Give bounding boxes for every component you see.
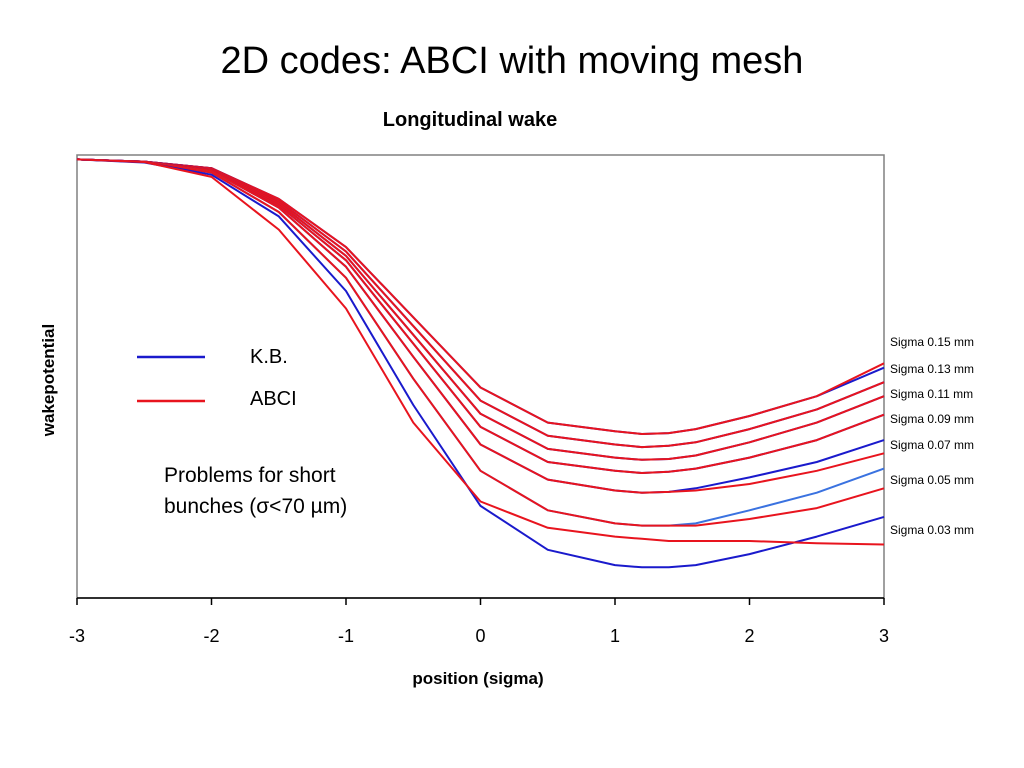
series-label: Sigma 0.15 mm <box>890 335 974 349</box>
series-line-kb-6 <box>76 158 885 569</box>
series-line-abci-1 <box>76 158 885 449</box>
series-lines <box>76 158 885 569</box>
legend-label-kb: K.B. <box>250 346 288 368</box>
series-labels: Sigma 0.15 mm Sigma 0.13 mm Sigma 0.11 mm S… <box>890 335 974 537</box>
legend-label-abci: ABCI <box>250 388 297 410</box>
x-tick-label: 0 <box>475 626 485 646</box>
x-tick-label: -2 <box>203 626 219 646</box>
series-label: Sigma 0.03 mm <box>890 523 974 537</box>
y-axis-title: wakepotential <box>39 324 58 437</box>
slide-title: 2D codes: ABCI with moving mesh <box>220 40 804 82</box>
chart-title: Longitudinal wake <box>383 109 557 131</box>
series-line-abci-5 <box>76 158 885 527</box>
series-line-abci-4 <box>76 158 885 494</box>
x-axis-title: position (sigma) <box>412 669 543 688</box>
series-line-abci-3 <box>76 158 885 474</box>
series-line-abci-2 <box>76 158 885 461</box>
annotation-note: Problems for short bunches (σ<70 µm) <box>164 464 347 518</box>
series-label: Sigma 0.05 mm <box>890 473 974 487</box>
series-line-abci-6 <box>76 158 885 546</box>
x-tick-label: 3 <box>879 626 889 646</box>
x-tick-label: -3 <box>69 626 85 646</box>
x-tick-label: 2 <box>744 626 754 646</box>
legend: K.B. ABCI <box>137 346 297 410</box>
series-label: Sigma 0.11 mm <box>890 387 973 401</box>
x-tick-label: -1 <box>338 626 354 646</box>
series-label: Sigma 0.09 mm <box>890 412 974 426</box>
x-axis-ticks: -3 -2 -1 0 1 2 3 <box>69 598 889 646</box>
series-label: Sigma 0.13 mm <box>890 362 974 376</box>
plot-area <box>76 154 885 599</box>
x-tick-label: 1 <box>610 626 620 646</box>
series-label: Sigma 0.07 mm <box>890 438 974 452</box>
